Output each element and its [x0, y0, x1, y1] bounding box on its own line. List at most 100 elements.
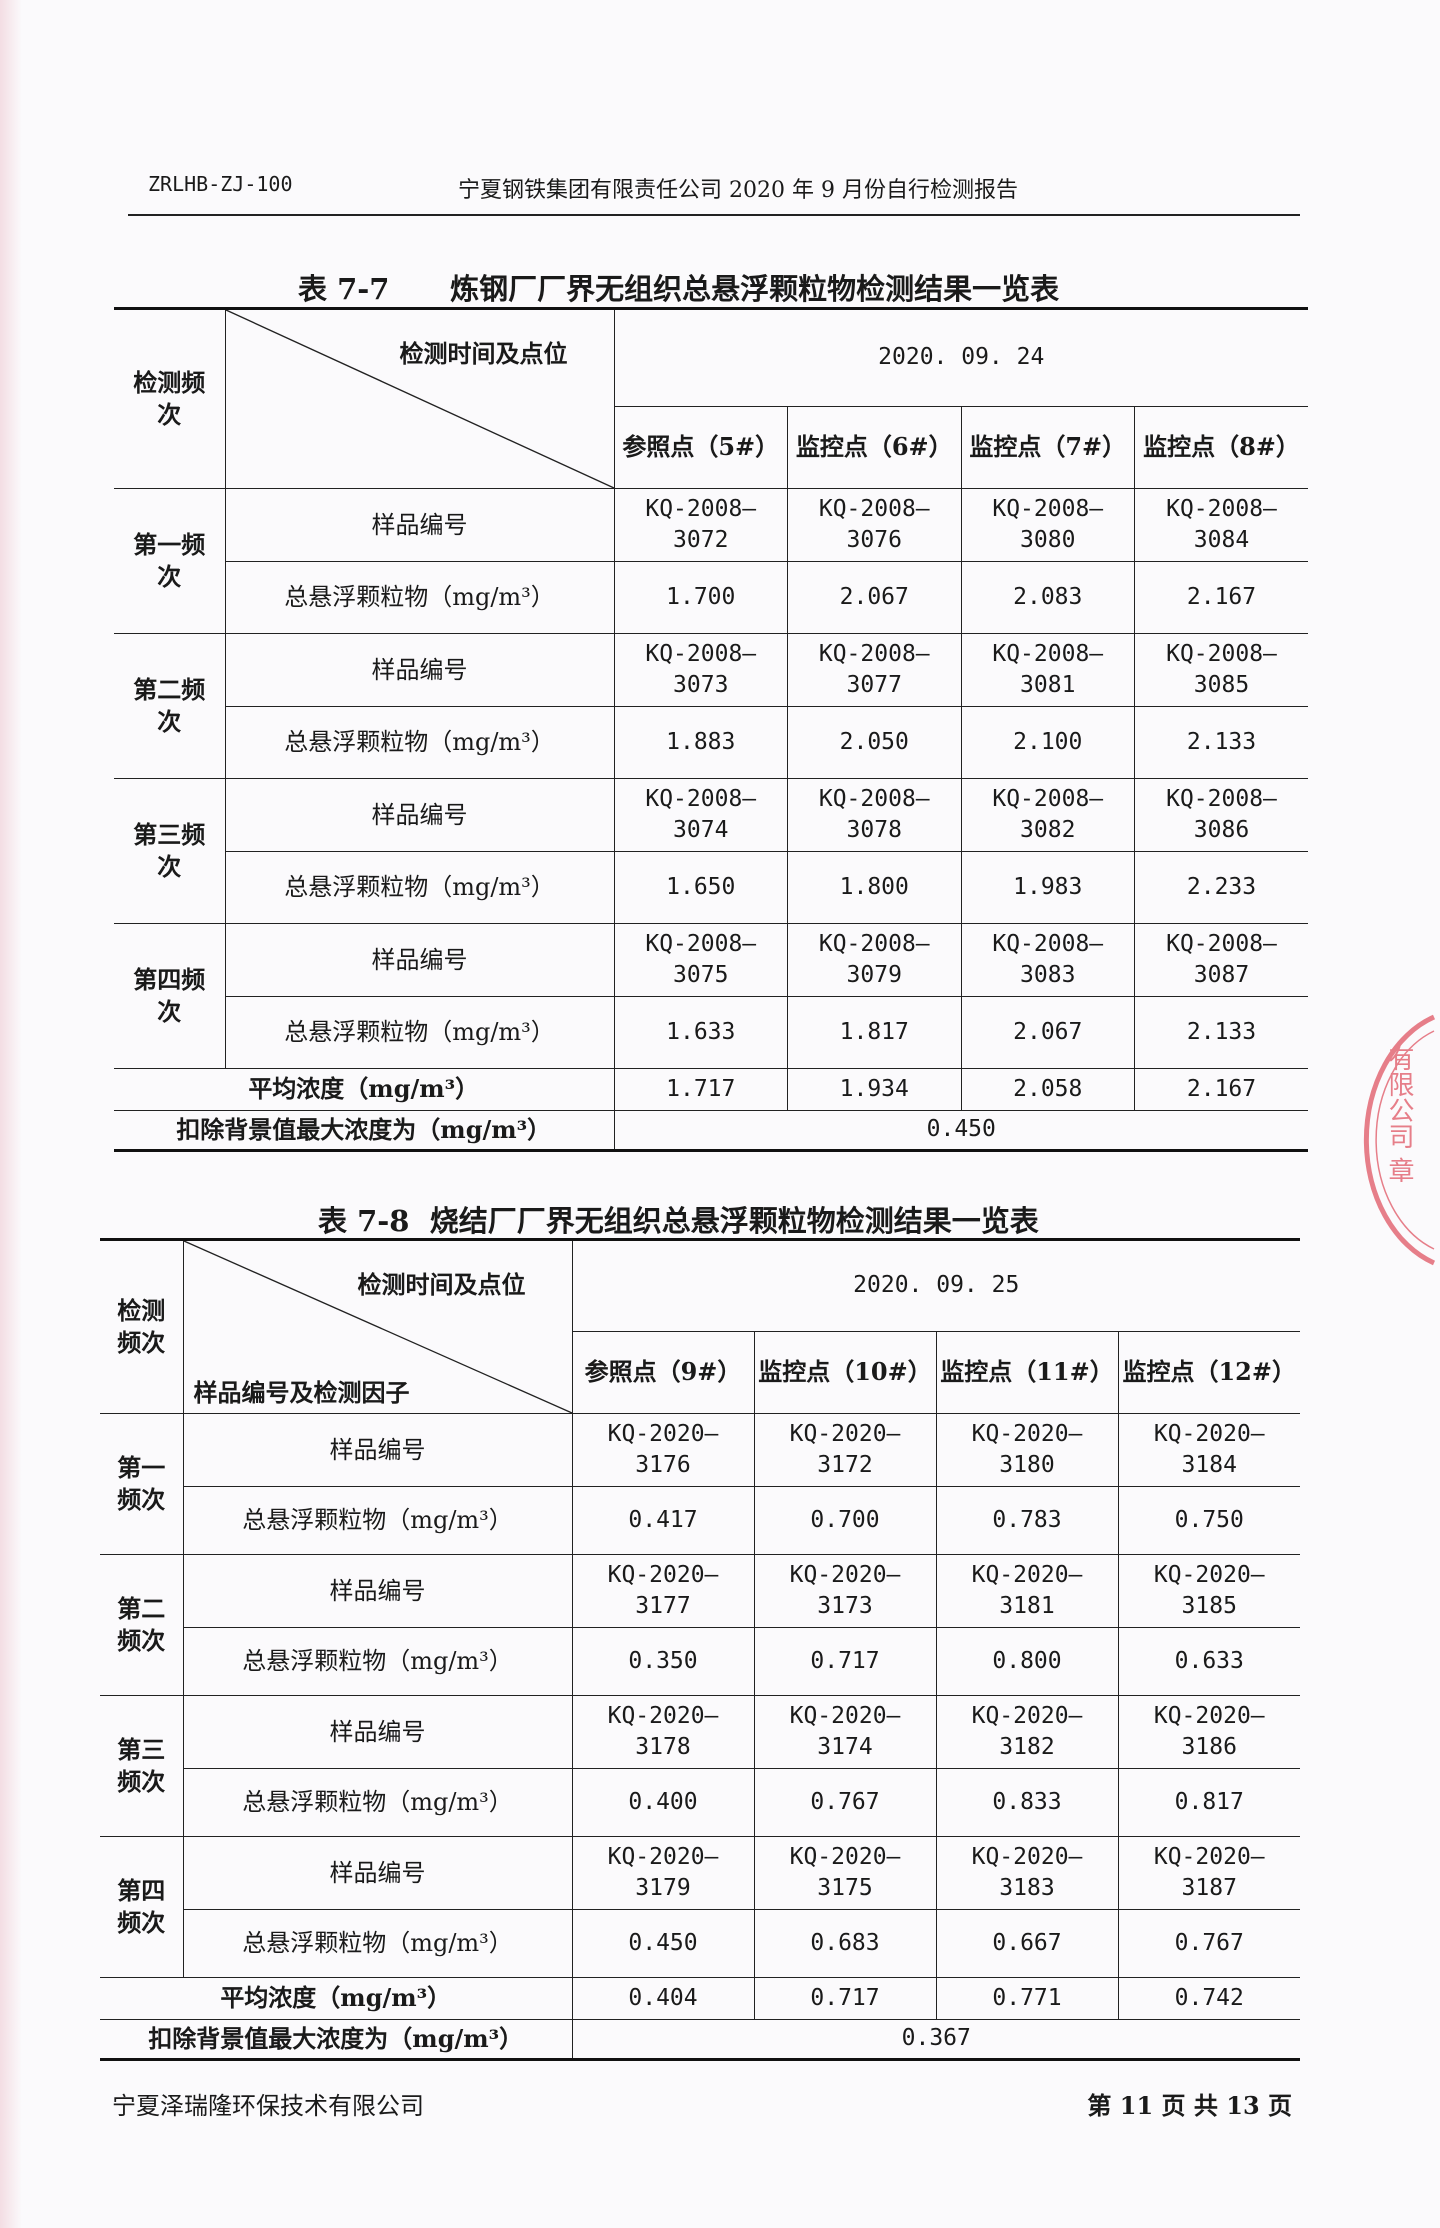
sample-id-label: 样品编号 — [182, 1554, 573, 1628]
frequency-label: 第三频次 — [100, 1695, 184, 1837]
date-header: 2020. 09. 25 — [571, 1239, 1300, 1332]
tsp-value: 0.750 — [1117, 1486, 1300, 1555]
average-label: 平均浓度（mg/m³） — [114, 1068, 615, 1111]
point-header: 监控点（11#） — [935, 1331, 1119, 1414]
seal-ring — [1363, 1014, 1436, 1266]
sample-id: KQ-2020—3181 — [935, 1554, 1119, 1628]
sample-id: KQ-2008—3083 — [960, 923, 1135, 997]
tsp-label: 总悬浮颗粒物（mg/m³） — [183, 1486, 573, 1555]
point-header: 参照点（9#） — [572, 1331, 755, 1414]
frequency-header-text: 检测频次 — [133, 367, 206, 429]
table-row: 第四频次 样品编号 KQ-2020—3179 KQ-2020—3175 KQ-2020—… — [100, 1836, 1300, 1978]
sample-id: KQ-2020—3177 — [571, 1554, 755, 1628]
tsp-value: 0.767 — [753, 1768, 937, 1837]
average-label: 平均浓度（mg/m³） — [100, 1977, 573, 2020]
sample-id: KQ-2020—3174 — [753, 1695, 937, 1769]
table-title: 炼钢厂厂界无组织总悬浮颗粒物检测结果一览表 — [450, 272, 1060, 306]
sample-id: KQ-2008—3078 — [787, 778, 962, 852]
sample-id-label: 样品编号 — [224, 923, 615, 997]
sample-id: KQ-2020—3173 — [753, 1554, 937, 1628]
report-title: 宁夏钢铁集团有限责任公司 2020 年 9 月份自行检测报告 — [458, 178, 1018, 203]
table-7-7: 检测频次 检测时间及点位 2020. 09. 24 参照点（5#） 监控点（6#）监… — [114, 307, 1308, 1152]
tsp-value: 0.717 — [753, 1627, 937, 1696]
tsp-value: 0.400 — [571, 1768, 755, 1837]
frequency-header-text: 检测频次 — [117, 1295, 166, 1357]
tsp-value: 0.800 — [935, 1627, 1119, 1696]
frequency-label: 第三频次 — [114, 778, 226, 924]
table-row: 总悬浮颗粒物（mg/m³） 1.700 2.067 2.083 2.167 — [114, 561, 1308, 634]
tsp-value: 1.983 — [960, 851, 1135, 924]
max-concentration-value: 0.450 — [613, 1110, 1308, 1151]
seal-text: 有限公司 章 — [1384, 1045, 1414, 1184]
sample-id: KQ-2020—3187 — [1117, 1836, 1300, 1910]
page-footer: 宁夏泽瑞隆环保技术有限公司 第 11 页 共 13 页 — [112, 2086, 1292, 2121]
table-7-8-caption: 表 7-8 烧结厂厂界无组织总悬浮颗粒物检测结果一览表 — [318, 1198, 1039, 1240]
sample-id: KQ-2008—3082 — [960, 778, 1135, 852]
average-value: 0.771 — [935, 1977, 1119, 2020]
table-row: 总悬浮颗粒物（mg/m³） 0.350 0.717 0.800 0.633 — [100, 1627, 1300, 1696]
table-label: 表 7-7 — [298, 272, 390, 306]
page-number: 第 11 页 共 13 页 — [1087, 2091, 1292, 2120]
tsp-value: 1.633 — [613, 996, 788, 1069]
tsp-value: 2.067 — [787, 561, 962, 634]
tsp-value: 2.233 — [1134, 851, 1308, 924]
point-header: 监控点（10#） — [753, 1331, 937, 1414]
frequency-label: 第二频次 — [114, 633, 226, 779]
diagonal-header-cell: 检测时间及点位 样品编号及检测因子 — [182, 1239, 573, 1414]
sample-id: KQ-2020—3186 — [1117, 1695, 1300, 1769]
table-row: 总悬浮颗粒物（mg/m³） 0.400 0.767 0.833 0.817 — [100, 1768, 1300, 1837]
document-code: ZRLHB-ZJ-100 — [148, 172, 293, 196]
tsp-value: 1.650 — [613, 851, 788, 924]
sample-id: KQ-2008—3077 — [787, 633, 962, 707]
max-concentration-value: 0.367 — [571, 2019, 1300, 2060]
sample-id: KQ-2020—3184 — [1117, 1413, 1300, 1487]
sample-id: KQ-2008—3079 — [787, 923, 962, 997]
sample-id-label: 样品编号 — [182, 1836, 573, 1910]
tsp-value: 0.817 — [1117, 1768, 1300, 1837]
sample-id: KQ-2020—3180 — [935, 1413, 1119, 1487]
sample-id: KQ-2008—3074 — [613, 778, 788, 852]
diagonal-top-label: 检测时间及点位 — [357, 1270, 526, 1299]
sample-id-label: 样品编号 — [182, 1695, 573, 1769]
max-concentration-label: 扣除背景值最大浓度为（mg/m³） — [100, 2019, 573, 2060]
max-row: 扣除背景值最大浓度为（mg/m³） 0.450 — [114, 1110, 1308, 1151]
tsp-value: 0.350 — [571, 1627, 755, 1696]
frequency-label: 第一频次 — [114, 488, 226, 634]
tsp-value: 2.100 — [960, 706, 1135, 779]
table-row: 第四频次 样品编号 KQ-2008—3075 KQ-2008—3079 KQ-2008—… — [114, 923, 1308, 1069]
sample-id: KQ-2020—3176 — [571, 1413, 755, 1487]
tsp-value: 2.167 — [1134, 561, 1308, 634]
sample-id: KQ-2008—3081 — [960, 633, 1135, 707]
tsp-value: 1.817 — [787, 996, 962, 1069]
sample-id-label: 样品编号 — [224, 633, 615, 707]
tsp-label: 总悬浮颗粒物（mg/m³） — [225, 561, 615, 634]
diagonal-top-label: 检测时间及点位 — [399, 339, 568, 368]
frequency-label: 第二频次 — [100, 1554, 184, 1696]
tsp-value: 2.133 — [1134, 996, 1308, 1069]
tsp-value: 0.683 — [753, 1909, 937, 1978]
table-row: 总悬浮颗粒物（mg/m³） 1.633 1.817 2.067 2.133 — [114, 996, 1308, 1069]
table-row: 第二频次 样品编号 KQ-2008—3073 KQ-2008—3077 KQ-2008—… — [114, 633, 1308, 779]
table-row: 第二频次 样品编号 KQ-2020—3177 KQ-2020—3173 KQ-2020—… — [100, 1554, 1300, 1696]
point-header: 监控点（8#） — [1134, 406, 1308, 489]
table-7-7-caption: 表 7-7 炼钢厂厂界无组织总悬浮颗粒物检测结果一览表 — [298, 266, 1059, 308]
diagonal-line — [225, 310, 614, 488]
sample-id: KQ-2008—3080 — [960, 488, 1135, 562]
sample-id: KQ-2020—3185 — [1117, 1554, 1300, 1628]
tsp-value: 2.083 — [960, 561, 1135, 634]
table-row: 第一频次 样品编号 KQ-2020—3176 KQ-2020—3172 KQ-2020—… — [100, 1413, 1300, 1555]
average-value: 1.934 — [787, 1068, 962, 1111]
page-edge — [0, 0, 22, 2228]
frequency-label: 第一频次 — [100, 1413, 184, 1555]
diagonal-header-cell: 检测时间及点位 — [224, 308, 615, 489]
tsp-value: 0.783 — [935, 1486, 1119, 1555]
sample-id-label: 样品编号 — [224, 778, 615, 852]
table-row: 总悬浮颗粒物（mg/m³） 1.883 2.050 2.100 2.133 — [114, 706, 1308, 779]
tsp-value: 0.833 — [935, 1768, 1119, 1837]
average-value: 0.717 — [753, 1977, 937, 2020]
tsp-label: 总悬浮颗粒物（mg/m³） — [183, 1627, 573, 1696]
sample-id: KQ-2008—3086 — [1134, 778, 1308, 852]
sample-id-label: 样品编号 — [182, 1413, 573, 1487]
tsp-value: 2.067 — [960, 996, 1135, 1069]
sample-id-label: 样品编号 — [224, 488, 615, 562]
